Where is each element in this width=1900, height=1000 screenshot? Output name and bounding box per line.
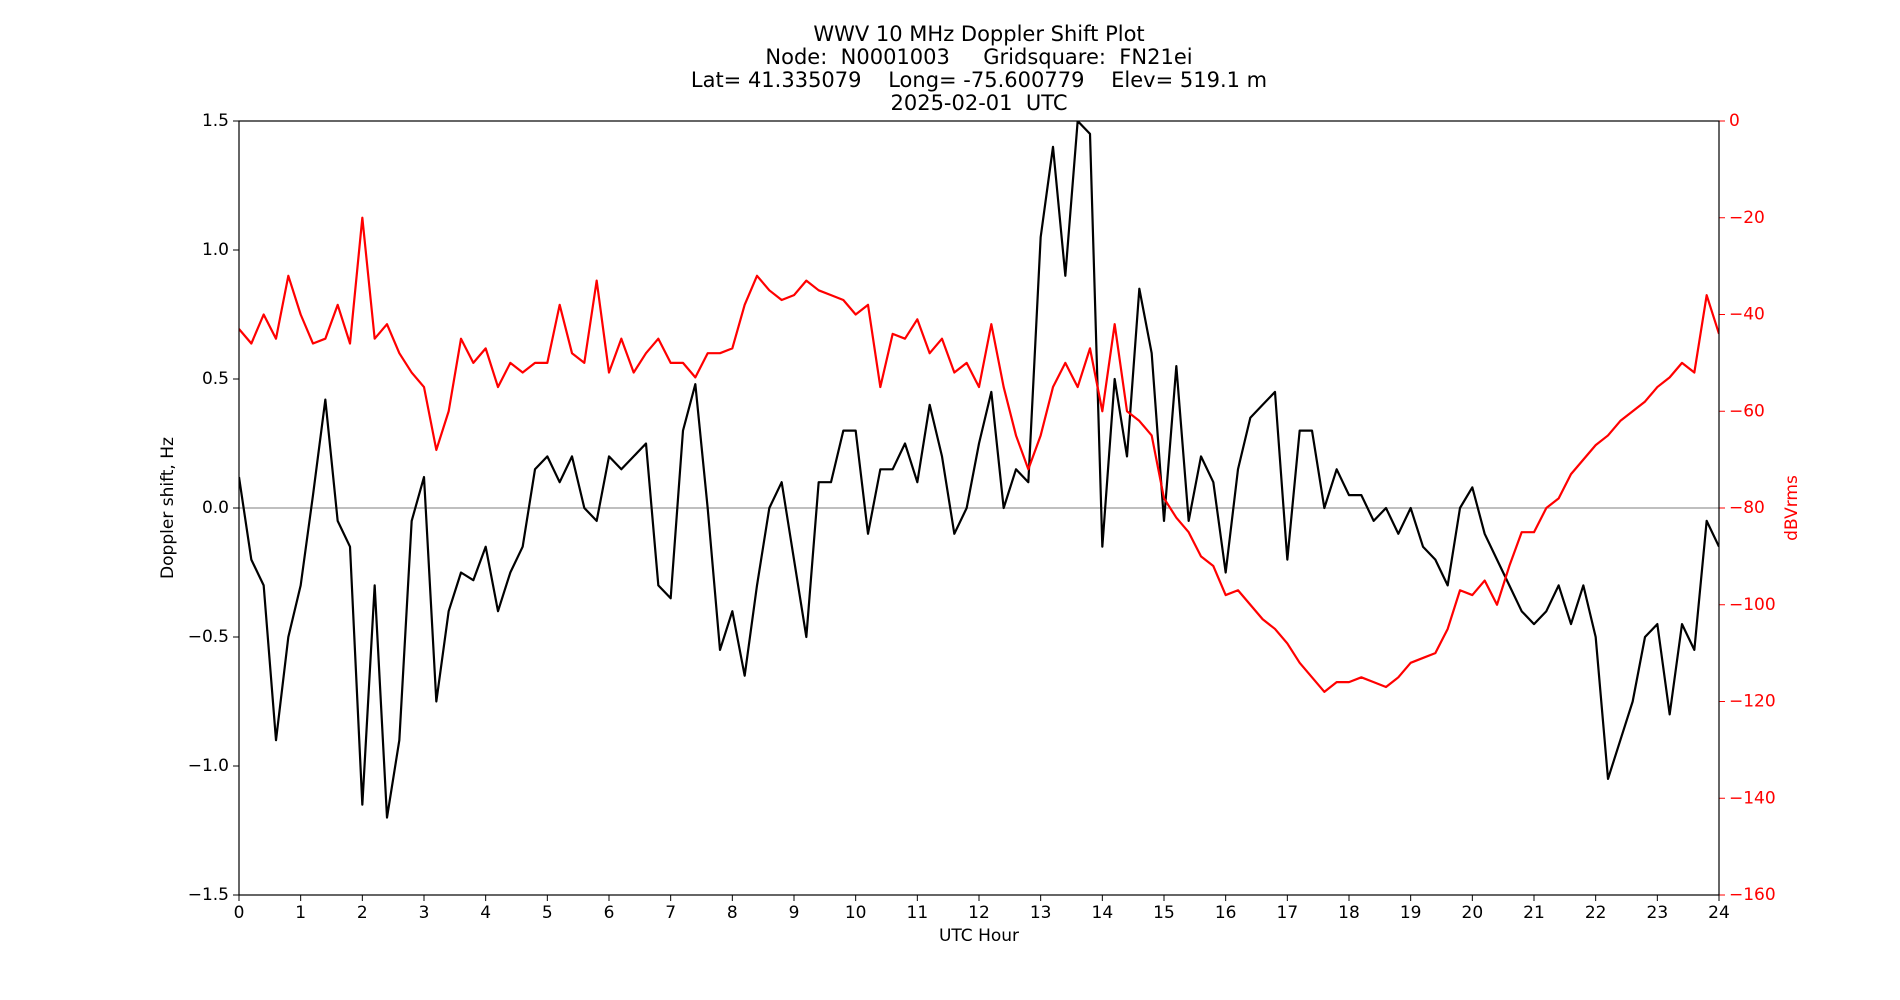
y2-tick-label: 0 bbox=[1729, 111, 1740, 131]
y2-tick-label: −100 bbox=[1729, 595, 1776, 615]
chart-subtitle: Lat= 41.335079 Long= -75.600779 Elev= 51… bbox=[691, 68, 1267, 92]
y2-axis-label: dBVrms bbox=[1782, 475, 1802, 541]
y-tick-label: −1.5 bbox=[188, 885, 229, 905]
x-axis-label: UTC Hour bbox=[939, 926, 1019, 946]
y-tick-label: 1.5 bbox=[202, 111, 229, 131]
x-tick-label: 20 bbox=[1462, 903, 1484, 923]
data-line bbox=[239, 121, 1719, 819]
y-tick-label: −0.5 bbox=[188, 627, 229, 647]
data-line bbox=[239, 216, 1719, 693]
x-tick-label: 0 bbox=[234, 903, 245, 923]
x-tick-label: 19 bbox=[1400, 903, 1422, 923]
plot-frame bbox=[238, 120, 1720, 896]
x-tick-label: 24 bbox=[1708, 903, 1730, 923]
x-tick-label: 1 bbox=[295, 903, 306, 923]
x-tick-label: 13 bbox=[1030, 903, 1052, 923]
y2-tick-label: −140 bbox=[1729, 788, 1776, 808]
x-tick-label: 9 bbox=[789, 903, 800, 923]
x-tick-label: 4 bbox=[480, 903, 491, 923]
x-tick-label: 22 bbox=[1585, 903, 1607, 923]
x-tick-label: 21 bbox=[1523, 903, 1545, 923]
y2-tick-label: −80 bbox=[1729, 498, 1765, 518]
x-tick-label: 12 bbox=[968, 903, 990, 923]
y-tick-label: 0.0 bbox=[202, 498, 229, 518]
x-tick-label: 14 bbox=[1092, 903, 1114, 923]
x-tick-label: 11 bbox=[907, 903, 929, 923]
y2-tick-label: −120 bbox=[1729, 692, 1776, 712]
x-tick-label: 18 bbox=[1338, 903, 1360, 923]
chart-subtitle: 2025-02-01 UTC bbox=[890, 91, 1067, 115]
x-tick-label: 10 bbox=[845, 903, 867, 923]
x-tick-label: 16 bbox=[1215, 903, 1237, 923]
y2-tick-label: −20 bbox=[1729, 208, 1765, 228]
x-tick-label: 7 bbox=[665, 903, 676, 923]
y2-tick-label: −40 bbox=[1729, 305, 1765, 325]
y-tick-label: 1.0 bbox=[202, 240, 229, 260]
x-tick-label: 5 bbox=[542, 903, 553, 923]
x-tick-label: 23 bbox=[1647, 903, 1669, 923]
x-tick-label: 17 bbox=[1277, 903, 1299, 923]
x-tick-label: 6 bbox=[604, 903, 615, 923]
x-tick-label: 2 bbox=[357, 903, 368, 923]
y-axis-label: Doppler shift, Hz bbox=[158, 437, 178, 579]
x-tick-label: 8 bbox=[727, 903, 738, 923]
x-tick-label: 15 bbox=[1153, 903, 1175, 923]
series-group bbox=[239, 121, 1719, 819]
y2-tick-label: −160 bbox=[1729, 885, 1776, 905]
x-tick-label: 3 bbox=[419, 903, 430, 923]
y-tick-label: −1.0 bbox=[188, 756, 229, 776]
series-group bbox=[239, 216, 1719, 693]
chart-subtitle: Node: N0001003 Gridsquare: FN21ei bbox=[765, 45, 1192, 69]
y-tick-label: 0.5 bbox=[202, 369, 229, 389]
y2-tick-label: −60 bbox=[1729, 401, 1765, 421]
chart-title: WWV 10 MHz Doppler Shift Plot bbox=[813, 22, 1144, 46]
